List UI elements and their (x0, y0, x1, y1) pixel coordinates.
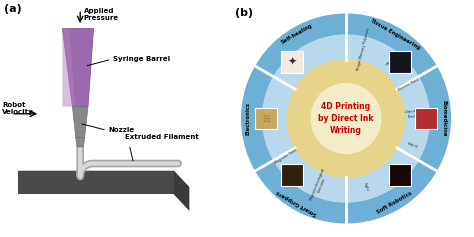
Text: Soft Robotics: Soft Robotics (376, 191, 413, 215)
Text: Hydrogels: Hydrogels (386, 164, 401, 179)
Polygon shape (174, 171, 190, 211)
Text: Extruded Filament: Extruded Filament (125, 134, 199, 140)
Bar (281, 51, 303, 73)
Circle shape (263, 35, 429, 202)
Circle shape (242, 14, 450, 223)
Circle shape (311, 84, 381, 153)
Text: ✦: ✦ (287, 57, 297, 67)
Text: Magnetic Field: Magnetic Field (274, 148, 298, 165)
Circle shape (287, 59, 405, 178)
Text: Magnetorheological
Domains: Magnetorheological Domains (309, 167, 330, 202)
Bar (389, 51, 411, 73)
Text: Tissue Engineering: Tissue Engineering (369, 18, 421, 50)
Polygon shape (76, 137, 85, 147)
Bar (255, 108, 277, 129)
Bar (415, 108, 437, 129)
Bar (281, 164, 303, 186)
Text: 4D Printing
by Direct Ink
Writing: 4D Printing by Direct Ink Writing (318, 102, 374, 135)
Text: ⊞: ⊞ (262, 114, 270, 123)
Text: Nozzle: Nozzle (108, 127, 134, 133)
Text: Self-healing: Self-healing (281, 23, 314, 45)
Text: Smart Grippers: Smart Grippers (276, 189, 319, 217)
Text: Robot
Velocity: Robot Velocity (2, 102, 34, 115)
Polygon shape (18, 171, 190, 187)
Text: (a): (a) (4, 4, 22, 14)
Text: Syringe Barrel: Syringe Barrel (112, 56, 170, 62)
Polygon shape (63, 28, 75, 107)
Polygon shape (18, 171, 174, 194)
Text: Electric Field: Electric Field (398, 78, 420, 92)
Bar (389, 164, 411, 186)
Text: Heat: Heat (386, 58, 394, 67)
Text: (b): (b) (235, 8, 254, 18)
Text: Light: Light (363, 182, 369, 192)
Text: Shape Memory Polymers: Shape Memory Polymers (356, 27, 371, 71)
Text: Liquid: Liquid (406, 141, 418, 149)
Polygon shape (73, 107, 88, 137)
Text: Applied
Pressure: Applied Pressure (83, 8, 118, 21)
Polygon shape (63, 28, 93, 107)
Text: Liquid Crystal
Elastomers: Liquid Crystal Elastomers (404, 108, 429, 119)
Text: Electronics: Electronics (246, 102, 251, 135)
Text: Biomedicine: Biomedicine (441, 100, 446, 137)
